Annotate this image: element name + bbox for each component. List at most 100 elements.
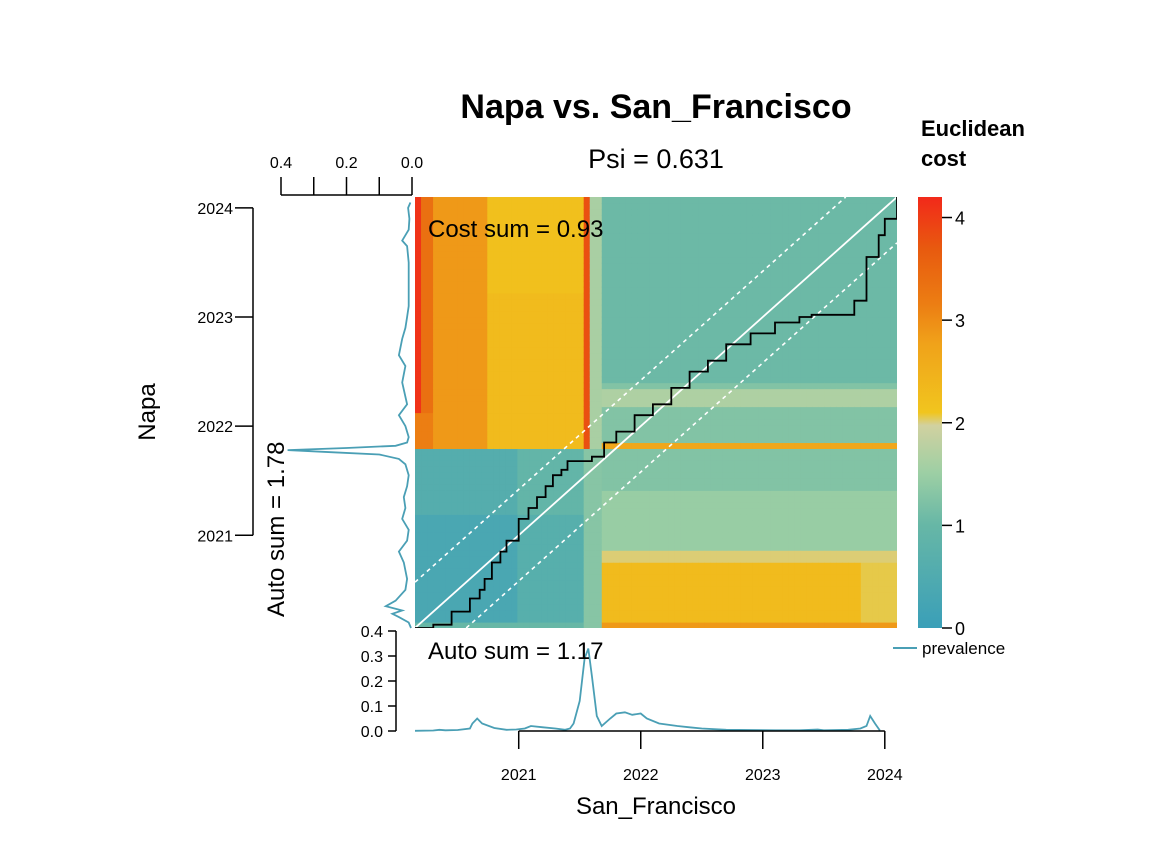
heatmap-cell [746, 616, 754, 623]
heatmap-cell [499, 526, 506, 533]
heatmap-cell [818, 304, 826, 312]
heatmap-cell [565, 616, 573, 623]
heatmap-cell [662, 598, 669, 605]
heatmap-cell [782, 544, 790, 551]
heatmap-cell [770, 616, 778, 623]
heatmap-cell [547, 562, 555, 569]
heatmap-cell [565, 250, 573, 258]
heatmap-cell [680, 550, 687, 557]
heatmap-cell [463, 472, 470, 479]
heatmap-cell [601, 322, 609, 330]
heatmap-cell [788, 280, 796, 288]
heatmap-cell [619, 358, 627, 366]
heatmap-cell [680, 226, 687, 234]
heatmap-cell [782, 556, 790, 563]
heatmap-cell [746, 502, 754, 509]
heatmap-cell [601, 568, 609, 575]
heatmap-cell [674, 340, 681, 348]
heatmap-cell [487, 430, 494, 438]
heatmap-cell [523, 592, 531, 599]
heatmap-cell [463, 388, 470, 396]
heatmap-cell [553, 328, 561, 336]
heatmap-cell [686, 274, 693, 282]
heatmap-cell [457, 592, 464, 599]
heatmap-cell [776, 550, 784, 557]
heatmap-cell [571, 316, 579, 324]
chart-subtitle: Psi = 0.631 [588, 144, 724, 174]
heatmap-cell [776, 274, 784, 282]
heatmap-cell [523, 370, 531, 378]
heatmap-cell [686, 544, 693, 551]
heatmap-cell [415, 316, 422, 324]
heatmap-cell [463, 340, 470, 348]
heatmap-cell [716, 490, 723, 497]
heatmap-cell [535, 394, 543, 402]
heatmap-cell [818, 514, 826, 521]
heatmap-cell [583, 598, 591, 605]
heatmap-cell [758, 394, 766, 402]
heatmap-cell [505, 412, 513, 420]
heatmap-cell [433, 436, 440, 444]
heatmap-cell [451, 448, 458, 456]
heatmap-cell [541, 520, 549, 527]
heatmap-cell [668, 208, 675, 216]
heatmap-cell [577, 316, 585, 324]
heatmap-cell [427, 400, 434, 408]
heatmap-cell [656, 550, 663, 557]
heatmap-cell [607, 268, 615, 276]
heatmap-cell [505, 448, 513, 456]
heatmap-cell [734, 616, 741, 623]
heatmap-cell [818, 538, 826, 545]
heatmap-cell [457, 442, 464, 450]
heatmap-cell [517, 370, 525, 378]
heatmap-cell [589, 208, 597, 216]
heatmap-cell [445, 346, 452, 354]
heatmap-cell [451, 460, 458, 467]
heatmap-cell [625, 328, 633, 336]
heatmap-cell [589, 556, 597, 563]
heatmap-cell [800, 358, 808, 366]
heatmap-cell [704, 532, 711, 539]
heatmap-cell [818, 328, 826, 336]
heatmap-cell [421, 304, 428, 312]
heatmap-cell [583, 490, 591, 497]
heatmap-cell [800, 238, 808, 246]
heatmap-cell [643, 316, 651, 324]
heatmap-cell [457, 520, 464, 527]
heatmap-cell [433, 220, 440, 228]
heatmap-cell [583, 556, 591, 563]
heatmap-cell [481, 208, 488, 216]
heatmap-cell [806, 262, 814, 270]
heatmap-cell [415, 364, 422, 372]
heatmap-cell [451, 406, 458, 414]
heatmap-cell [451, 592, 458, 599]
heatmap-cell [511, 250, 519, 258]
heatmap-cell [433, 346, 440, 354]
heatmap-cell [710, 286, 717, 294]
heatmap-cell [463, 556, 470, 563]
heatmap-cell [722, 502, 729, 509]
heatmap-cell [595, 250, 603, 258]
heatmap-cell [806, 544, 814, 551]
heatmap-cell [433, 202, 440, 210]
heatmap-cell [433, 466, 440, 473]
heatmap-cell [481, 286, 488, 294]
heatmap-cell [433, 334, 440, 342]
heatmap-cell [806, 274, 814, 282]
heatmap-cell [818, 556, 826, 563]
heatmap-cell [758, 286, 766, 294]
heatmap-cell [511, 598, 519, 605]
heatmap-cell [710, 268, 717, 276]
heatmap-cell [577, 250, 585, 258]
heatmap-cell [517, 430, 525, 438]
heatmap-cell [643, 226, 651, 234]
heatmap-cell [505, 262, 513, 270]
heatmap-cell [589, 328, 597, 336]
heatmap-cell [505, 298, 513, 306]
heatmap-cell [571, 610, 579, 617]
heatmap-cell [631, 562, 639, 569]
heatmap-cell [529, 466, 537, 473]
heatmap-cell [631, 328, 639, 336]
heatmap-cell [806, 220, 814, 228]
